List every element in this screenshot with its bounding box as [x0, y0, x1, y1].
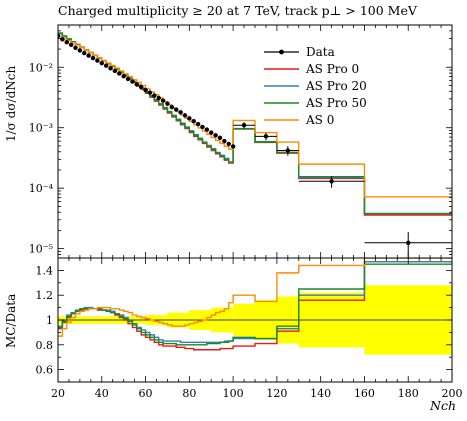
data-point: [285, 148, 291, 153]
data-point: [130, 79, 135, 84]
data-point: [230, 144, 236, 149]
x-tick-label: 20: [51, 387, 65, 400]
legend-label: AS Pro 50: [305, 96, 367, 110]
data-point: [209, 130, 214, 135]
data-point: [143, 87, 148, 93]
x-axis-label: Nch: [430, 398, 456, 413]
data-point: [152, 93, 157, 98]
data-point: [68, 42, 74, 48]
data-point: [182, 113, 188, 118]
data-point: [64, 39, 69, 45]
main-line-as-0: [58, 36, 452, 198]
data-point: [165, 101, 170, 106]
data-point: [160, 98, 166, 103]
legend-label: Data: [306, 45, 335, 59]
data-point: [329, 179, 334, 184]
ratio-plot-area: [58, 258, 452, 355]
ratio-y-tick-label: 1.2: [36, 289, 54, 302]
legend: Data AS Pro 0 AS Pro 20 AS Pro 50 AS 0: [264, 45, 367, 127]
data-point: [138, 84, 144, 90]
x-tick-label: 160: [354, 387, 375, 400]
data-point: [178, 110, 183, 115]
ratio-line-as-0: [58, 258, 452, 337]
x-tick-label: 100: [223, 387, 244, 400]
x-tick-label: 140: [310, 387, 331, 400]
data-point: [77, 48, 83, 53]
data-point: [112, 68, 118, 74]
main-y-tick-label: 10⁻⁵: [29, 243, 53, 256]
x-tick-label: 180: [398, 387, 419, 400]
data-point: [73, 45, 78, 50]
data-point: [187, 116, 192, 121]
main-plot-area: [58, 32, 452, 258]
data-point: [222, 138, 227, 144]
data-point: [200, 124, 205, 130]
data-point: [99, 60, 104, 66]
data-point: [90, 55, 96, 61]
data-point: [95, 58, 100, 63]
main-y-tick-label: 10⁻²: [29, 61, 53, 74]
x-tick-label: 40: [95, 387, 109, 400]
ratio-y-tick-label: 1: [46, 314, 53, 327]
data-point: [134, 82, 139, 87]
legend-label: AS Pro 20: [305, 79, 367, 93]
data-point: [147, 90, 153, 95]
chart-title: Charged multiplicity ≥ 20 at 7 TeV, trac…: [58, 3, 417, 18]
data-point: [241, 123, 247, 128]
ratio-y-tick-label: 1.4: [36, 264, 54, 277]
data-point: [82, 50, 87, 56]
data-point: [169, 104, 175, 110]
legend-label: AS 0: [305, 113, 334, 127]
data-point: [226, 141, 231, 147]
data-point: [103, 63, 109, 68]
data-point: [60, 37, 65, 42]
ratio-y-tick-label: 0.6: [36, 364, 54, 377]
data-point: [58, 33, 61, 39]
data-point: [204, 127, 210, 132]
data-point: [125, 76, 131, 82]
data-point: [213, 133, 218, 138]
data-point: [191, 119, 196, 124]
data-point: [263, 134, 269, 139]
data-point: [121, 74, 126, 79]
x-tick-label: 120: [266, 387, 287, 400]
data-point: [156, 95, 161, 101]
data-point: [174, 107, 179, 112]
main-y-tick-label: 10⁻⁴: [29, 182, 54, 195]
x-tick-label: 80: [182, 387, 196, 400]
legend-marker: [279, 49, 284, 55]
main-y-tick-label: 10⁻³: [29, 122, 53, 135]
data-point: [195, 121, 201, 127]
data-point: [108, 66, 113, 71]
data-point: [117, 71, 122, 76]
data-point: [217, 135, 223, 141]
data-point: [86, 53, 91, 58]
x-tick-label: 200: [442, 387, 463, 400]
legend-label: AS Pro 0: [305, 62, 359, 76]
x-tick-label: 60: [139, 387, 153, 400]
data-point: [406, 240, 411, 245]
ratio-y-tick-label: 0.8: [36, 339, 54, 352]
